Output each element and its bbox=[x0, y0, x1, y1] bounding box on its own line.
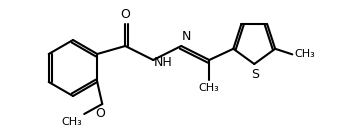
Text: S: S bbox=[251, 68, 259, 81]
Text: O: O bbox=[95, 107, 105, 120]
Text: NH: NH bbox=[154, 55, 173, 68]
Text: O: O bbox=[120, 8, 130, 21]
Text: CH₃: CH₃ bbox=[199, 83, 220, 93]
Text: CH₃: CH₃ bbox=[62, 117, 82, 127]
Text: CH₃: CH₃ bbox=[294, 49, 315, 59]
Text: N: N bbox=[182, 30, 191, 43]
